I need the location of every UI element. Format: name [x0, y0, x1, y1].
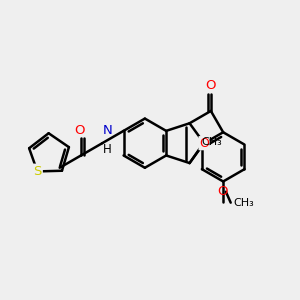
Text: O: O — [199, 137, 209, 150]
Text: CH₃: CH₃ — [233, 198, 254, 208]
Text: O: O — [217, 185, 228, 198]
Text: CH₃: CH₃ — [201, 137, 222, 147]
Text: O: O — [74, 124, 85, 137]
Text: H: H — [103, 143, 112, 156]
Text: N: N — [103, 124, 112, 137]
Text: S: S — [33, 165, 42, 178]
Text: O: O — [206, 79, 216, 92]
